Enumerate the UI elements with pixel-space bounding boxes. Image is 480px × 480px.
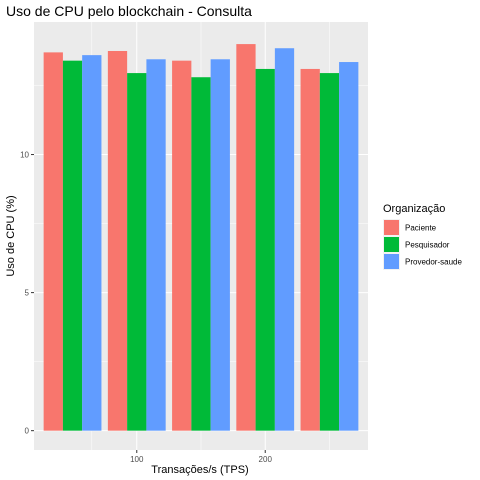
- x-axis: 100 200: [130, 450, 272, 464]
- legend-label: Pesquisador: [405, 241, 450, 250]
- y-tick-label: 0: [25, 427, 30, 436]
- y-tick-label: 10: [20, 151, 29, 160]
- bar: [319, 73, 340, 431]
- y-axis: 0 5 10: [20, 151, 34, 436]
- bar: [236, 44, 256, 431]
- legend-label: Provedor-saude: [405, 258, 462, 267]
- y-tick-label: 5: [25, 289, 30, 298]
- legend-swatch: [384, 220, 399, 235]
- legend-title: Organização: [383, 203, 445, 215]
- bar: [82, 55, 102, 431]
- legend: Organização Paciente Pesquisador Provedor-…: [383, 203, 462, 270]
- legend-swatch: [384, 254, 399, 269]
- bar: [255, 68, 275, 431]
- bar: [62, 60, 83, 431]
- bar: [127, 73, 147, 431]
- bar: [172, 60, 192, 431]
- legend-swatch: [384, 237, 399, 252]
- bar: [43, 52, 63, 431]
- chart-title: Uso de CPU pelo blockchain - Consulta: [6, 3, 252, 19]
- y-axis-title: Uso de CPU (%): [5, 195, 17, 276]
- bar: [210, 59, 230, 431]
- bar: [191, 77, 211, 431]
- bars: [43, 44, 359, 431]
- legend-label: Paciente: [405, 224, 437, 233]
- bar: [146, 59, 166, 431]
- bar: [300, 68, 320, 431]
- x-tick-label: 100: [130, 455, 144, 464]
- bar: [339, 62, 359, 431]
- bar: [274, 48, 295, 431]
- bar: [107, 50, 128, 431]
- x-tick-label: 200: [259, 455, 273, 464]
- x-axis-title: Transações/s (TPS): [151, 464, 248, 476]
